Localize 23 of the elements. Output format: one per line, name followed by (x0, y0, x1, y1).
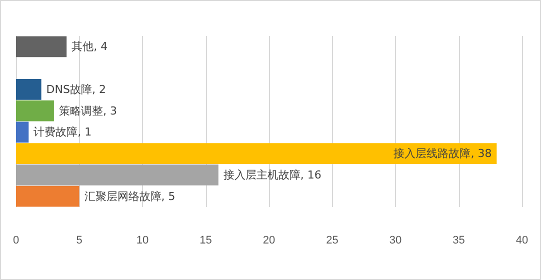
x-tick-label: 10 (136, 234, 149, 246)
data-label: 其他, 4 (72, 40, 108, 54)
bar (16, 122, 29, 143)
data-label: 接入层线路故障, 38 (394, 147, 492, 160)
bar (16, 36, 67, 58)
data-label: DNS故障, 2 (46, 82, 106, 96)
x-tick-label: 35 (452, 234, 465, 246)
data-label: 策略调整, 3 (58, 104, 117, 118)
data-label: 接入层主机故障, 16 (223, 168, 322, 182)
bar (16, 100, 54, 122)
x-tick-label: 40 (516, 234, 528, 246)
bar (16, 143, 497, 164)
x-tick-label: 5 (76, 234, 82, 246)
data-label: 汇聚层网络故障, 5 (84, 190, 176, 203)
x-tick-label: 30 (389, 234, 402, 246)
bar (16, 78, 42, 100)
x-tick-label: 15 (200, 234, 212, 246)
bar (16, 186, 80, 207)
bar (16, 164, 218, 186)
x-tick-label: 25 (326, 234, 338, 246)
x-tick-label: 0 (12, 234, 20, 246)
data-label: 计费故障, 1 (34, 126, 92, 139)
x-tick-label: 20 (262, 234, 276, 246)
